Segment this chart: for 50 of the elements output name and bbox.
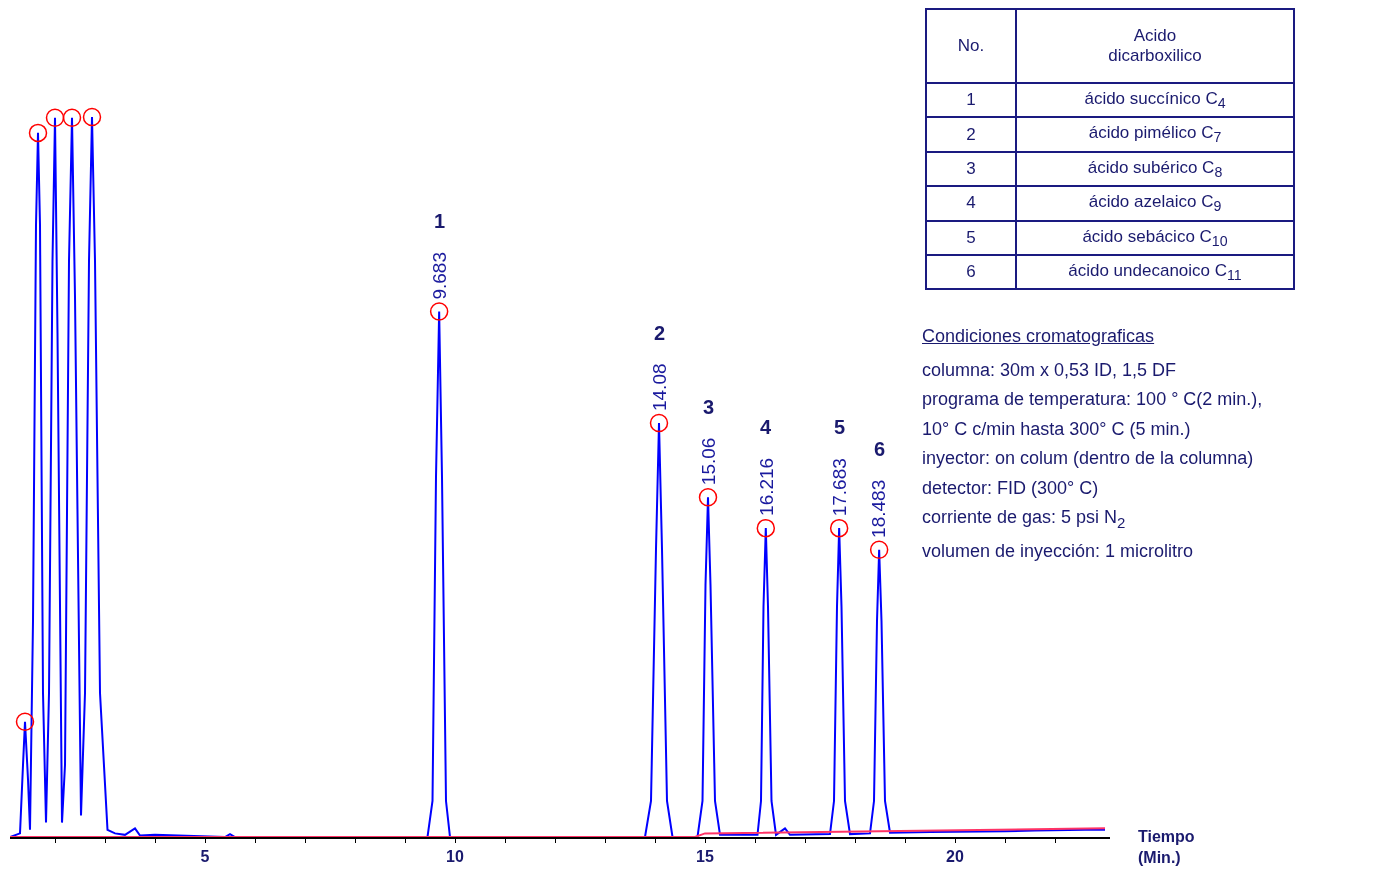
annotation: programa de temperatura: 100 ° C(2 min.), bbox=[922, 388, 1263, 411]
annotation: 5 bbox=[834, 416, 846, 438]
annotation: 4 bbox=[926, 186, 1016, 221]
annotation: 17.683 bbox=[829, 458, 851, 517]
annotation: 6 bbox=[874, 438, 886, 460]
annotation: 18.483 bbox=[868, 479, 890, 538]
annotation: 2 bbox=[654, 322, 666, 344]
point bbox=[15, 712, 35, 732]
annotation: 3 bbox=[926, 151, 1016, 187]
point bbox=[82, 107, 102, 127]
x-tick-label: 5 bbox=[200, 848, 210, 866]
annotation: 14.08 bbox=[648, 363, 670, 412]
text: ácido succínico C$_{4}$ bbox=[1016, 83, 1294, 118]
point bbox=[698, 487, 718, 507]
text: 1 bbox=[926, 83, 1016, 118]
annotation: 2 bbox=[926, 117, 1016, 152]
annotation: ácido azelaico C$_{9}$ bbox=[1016, 186, 1294, 221]
annotation: inyector: on colum (dentro de la columna) bbox=[922, 447, 1255, 470]
annotation: 6 bbox=[926, 254, 1016, 290]
annotation: detector: FID (300° C) bbox=[922, 476, 1100, 500]
annotation: ácido undecanoico C$_{11}$ bbox=[1016, 254, 1294, 290]
annotation: 3 bbox=[703, 396, 715, 418]
point bbox=[45, 108, 65, 127]
annotation: 16.216 bbox=[755, 457, 777, 516]
annotation: ácido subérico C$_{8}$ bbox=[1016, 151, 1294, 187]
point bbox=[429, 302, 449, 321]
point bbox=[869, 540, 889, 559]
annotation: 9.683 bbox=[428, 252, 450, 300]
annotation: 1 bbox=[434, 210, 446, 232]
x-tick-label: 15 bbox=[696, 848, 714, 866]
annotation: volumen de inyección: 1 microlitro bbox=[922, 540, 1195, 564]
point bbox=[649, 413, 669, 433]
point bbox=[756, 518, 776, 538]
x-tick-label: 10 bbox=[446, 848, 464, 866]
x-tick-label: 20 bbox=[946, 848, 964, 866]
annotation: ácido sebácico C$_{10}$ bbox=[1016, 220, 1294, 255]
annotation: Condiciones cromatograficas bbox=[922, 325, 1156, 348]
point bbox=[829, 518, 849, 538]
point bbox=[62, 108, 82, 127]
x-axis-title: Tiempo (Min.) bbox=[1138, 828, 1195, 866]
text: Acido dicarboxilico bbox=[1016, 9, 1294, 83]
annotation: 10° C c/min hasta 300° C (5 min.) bbox=[922, 417, 1192, 441]
annotation: 4 bbox=[760, 416, 772, 438]
annotation: 15.06 bbox=[697, 437, 719, 486]
annotation: 5 bbox=[926, 220, 1016, 255]
text: No. bbox=[926, 9, 1016, 83]
annotation: ácido pimélico C$_{7}$ bbox=[1016, 117, 1294, 152]
annotation: corriente de gas: 5 psi N$_{2}$ bbox=[922, 506, 1127, 533]
point bbox=[28, 123, 48, 143]
annotation: columna: 30m x 0,53 ID, 1,5 DF bbox=[922, 358, 1178, 382]
